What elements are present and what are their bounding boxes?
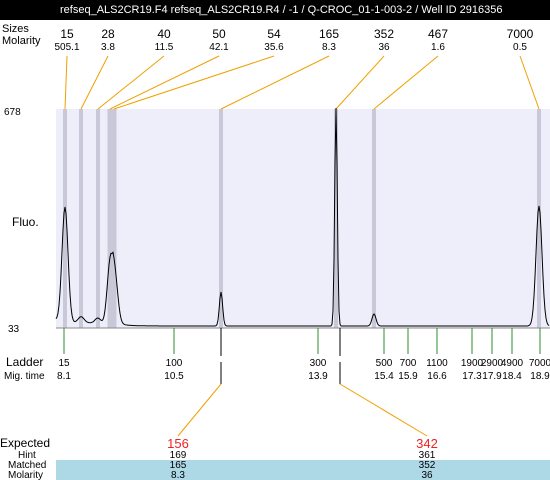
peak-band [372,109,376,328]
ladder-mig-time-label: 15.9 [398,371,418,382]
peak-molarity-label: 1.6 [431,42,445,53]
peak-size-label: 40 [157,27,171,41]
molarity-bottom-row-label: Molarity [8,470,43,480]
ladder-size-label: 2900 [481,358,504,369]
peak-band [79,109,83,328]
peak-band [63,109,67,328]
peak-size-label: 467 [428,27,448,41]
peak-leader-line [113,55,275,110]
mig-time-row-label: Mig. time [4,371,45,382]
peak-leader-line [220,55,330,110]
ladder-size-label: 1100 [426,358,448,369]
peak-molarity-label: 3.8 [101,42,115,53]
peak-leader-line [64,55,68,110]
peak-band [219,109,223,328]
ladder-size-label: 4900 [501,358,524,369]
peak-band [107,109,113,328]
peak-leader-line [335,55,385,110]
table-band-molarity [56,470,550,480]
expected-size-value: 342 [416,436,438,451]
peak-molarity-label: 505.1 [54,42,79,53]
y-tick-min: 33 [8,324,20,335]
ladder-mig-time-label: 17.9 [482,371,502,382]
peak-size-label: 7000 [507,27,534,41]
hint-row-label: Hint [18,450,36,461]
peak-leader-line [80,55,109,110]
header-title: refseq_ALS2CR19.F4 refseq_ALS2CR19.R4 / … [60,4,503,16]
peak-size-label: 50 [212,27,226,41]
ladder-mig-time-label: 10.5 [164,371,184,382]
expected-molarity-value: 36 [421,470,433,480]
peak-leader-line [109,55,220,110]
peak-band [96,109,100,328]
fluorescence-trace [55,107,550,327]
ladder-markers: 15 8.1 100 10.5 300 13.9 500 15.4 700 15.9 1100 16.… [57,328,550,382]
peak-leader-line [373,55,439,110]
peak-size-label: 352 [374,27,394,41]
peak-size-label: 15 [60,27,74,41]
ladder-mig-time-label: 15.4 [374,371,394,382]
peak-molarity-label: 42.1 [209,42,229,53]
peak-molarity-label: 8.3 [322,42,336,53]
matched-value: 165 [170,460,187,471]
hint-value: 169 [170,450,187,461]
ladder-size-label: 1900 [461,358,484,369]
table-band-hint [56,451,550,460]
ladder-mig-time-label: 13.9 [308,371,328,382]
expected-size-value: 156 [167,436,189,451]
peak-leaders [64,55,540,110]
peak-band [537,109,541,328]
peak-molarity-label: 11.5 [155,42,174,53]
y-axis-label: Fluo. [12,215,39,229]
ladder-mig-time-label: 16.6 [427,371,447,382]
ladder-size-label: 300 [310,358,327,369]
sizes-row-label: Sizes [2,23,29,35]
ladder-size-label: 7000 [529,358,550,369]
peak-molarity-label: 36 [378,42,390,53]
header-bar: refseq_ALS2CR19.F4 refseq_ALS2CR19.R4 / … [0,0,550,20]
peak-leader-line [97,55,165,110]
peak-size-label: 28 [101,27,115,41]
table-band-matched [56,460,550,470]
ladder-size-label: 700 [400,358,417,369]
ladder-mig-time-label: 18.4 [502,371,522,382]
y-tick-max: 678 [4,107,21,118]
expected-row-label: Expected [0,436,50,450]
ladder-size-label: 500 [376,358,393,369]
peak-molarity-label: 0.5 [513,42,527,53]
ladder-row-label: Ladder [6,355,43,369]
expected-leader-line [339,383,428,437]
peak-leader-line [519,55,540,110]
plot-background [56,109,550,328]
matched-row-label: Matched [8,460,46,471]
matched-value: 352 [419,460,436,471]
ladder-mig-time-label: 18.9 [530,371,550,382]
hint-value: 361 [419,450,436,461]
ladder-size-label: 100 [166,358,183,369]
expected-molarity-value: 8.3 [171,470,185,480]
peak-molarity-label: 35.6 [264,42,284,53]
peak-band [334,109,338,328]
expected-leader-line [177,383,222,437]
peak-band [111,109,117,328]
peak-size-label: 54 [267,27,281,41]
molarity-row-label: Molarity [2,35,41,47]
peak-size-label: 165 [319,27,339,41]
peak-bands [63,109,541,328]
ladder-mig-time-label: 17.3 [462,371,482,382]
ladder-size-label: 15 [58,358,70,369]
ladder-mig-time-label: 8.1 [57,371,71,382]
